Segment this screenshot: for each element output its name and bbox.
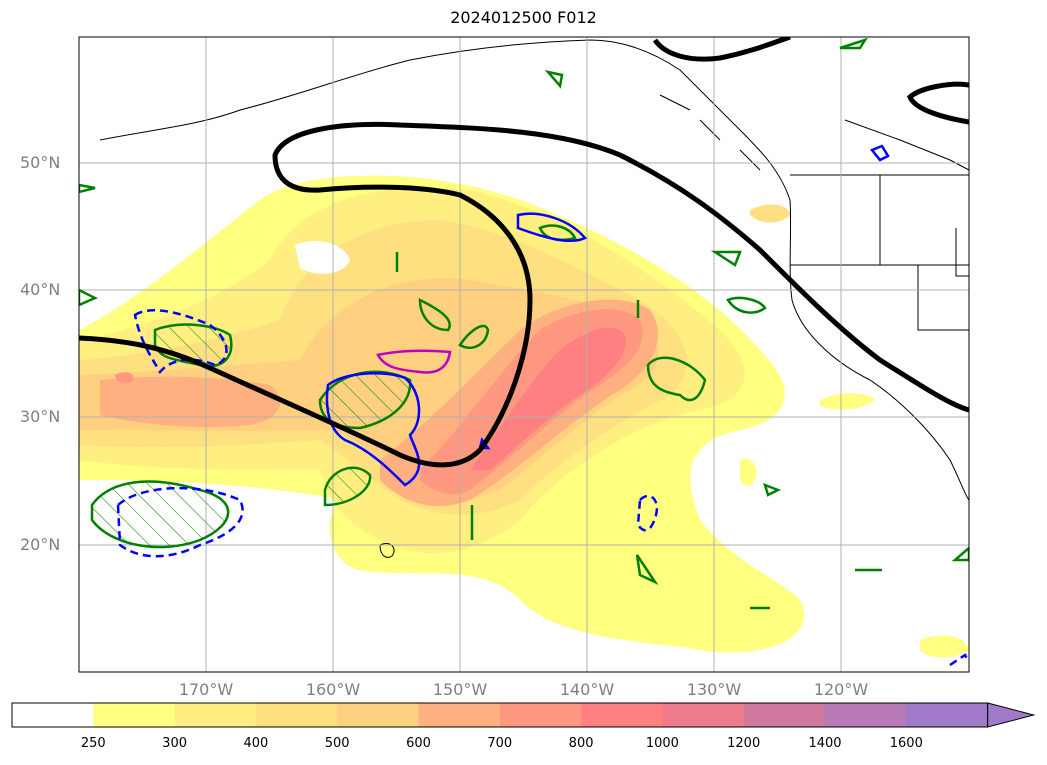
colorbar-segment <box>906 703 989 727</box>
colorbar-tick-label: 600 <box>406 736 431 751</box>
colorbar-segment <box>174 703 257 727</box>
lat-label-40n: 40°N <box>20 280 61 299</box>
colorbar-tick-label: 1000 <box>645 736 679 751</box>
green-contours <box>79 37 969 610</box>
colorbar-segment <box>662 703 745 727</box>
colorbar-tick-label: 500 <box>324 736 350 751</box>
gridlines <box>79 37 969 672</box>
colorbar-tick-label: 800 <box>568 736 594 751</box>
colorbar-segment <box>337 703 419 727</box>
lat-label-50n: 50°N <box>20 153 61 172</box>
map-title: 2024012500 F012 <box>450 8 597 27</box>
magenta-contour <box>376 349 452 374</box>
colorbar-tick-label: 1600 <box>889 736 923 751</box>
colorbar-tick-label: 1400 <box>808 736 842 751</box>
map-frame <box>78 36 970 673</box>
colorbar-tick-label: 250 <box>80 736 106 751</box>
coastlines <box>99 39 969 558</box>
lon-label-130w: 130°W <box>686 680 742 699</box>
colorbar-segment <box>743 703 826 727</box>
colorbar-segment <box>93 703 176 727</box>
colorbar-extend-arrow <box>987 702 1036 728</box>
blue-contours <box>116 144 969 667</box>
colorbar-tick-label: 700 <box>487 736 513 751</box>
lon-label-120w: 120°W <box>813 680 869 699</box>
lon-label-140w: 140°W <box>559 680 615 699</box>
lat-label-30n: 30°N <box>20 407 61 426</box>
colorbar-segment <box>825 703 907 727</box>
lon-label-170w: 170°W <box>178 680 234 699</box>
colorbar-segment <box>12 703 94 727</box>
colorbar-frame <box>11 702 989 728</box>
colorbar-segment <box>581 703 663 727</box>
colorbar-segment <box>499 703 582 727</box>
colorbar-tick-label: 400 <box>243 736 269 751</box>
lat-label-20n: 20°N <box>20 535 61 554</box>
colorbar-segment <box>418 703 501 727</box>
colorbar-tick-label: 1200 <box>727 736 761 751</box>
black-contours <box>79 37 969 468</box>
colorbar-tick-label: 300 <box>162 736 187 751</box>
lon-label-150w: 150°W <box>432 680 488 699</box>
colorbar-segment <box>255 703 338 727</box>
lon-label-160w: 160°W <box>305 680 361 699</box>
colorbar <box>11 702 1036 728</box>
